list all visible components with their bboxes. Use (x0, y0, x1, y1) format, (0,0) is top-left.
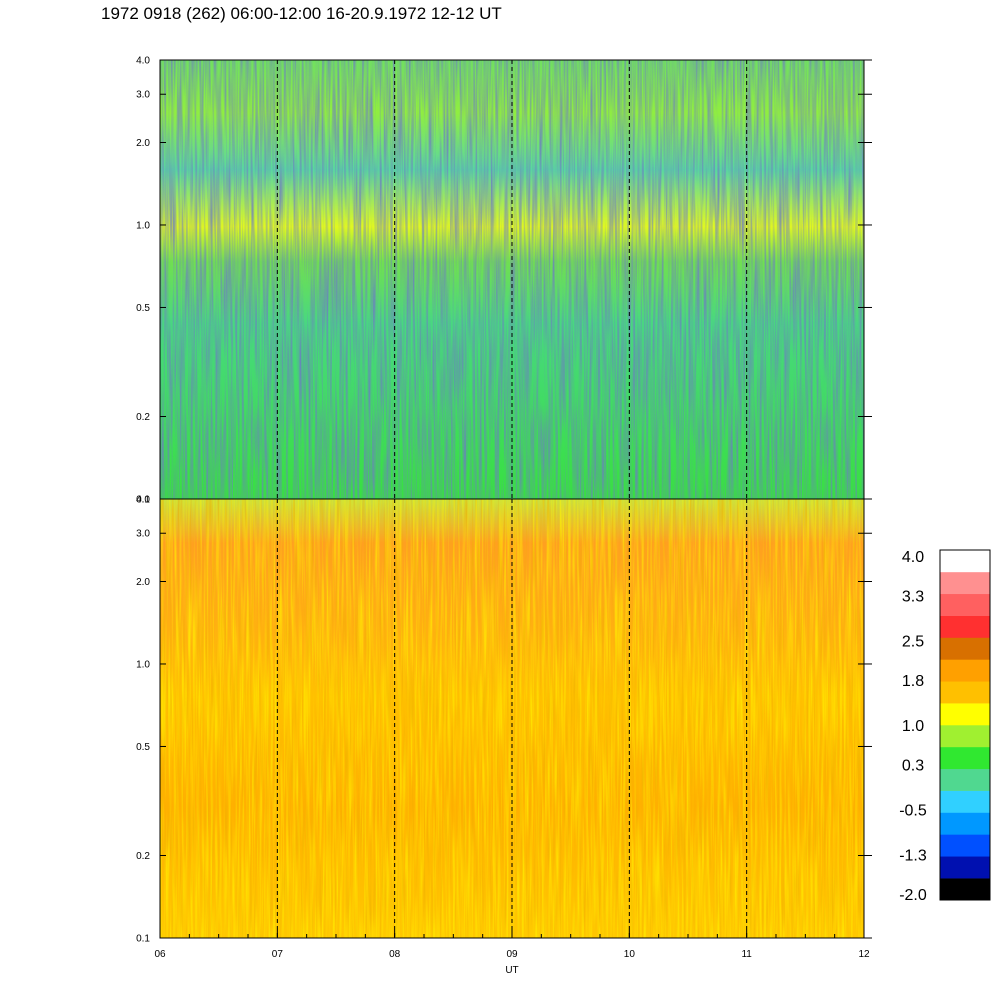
y-tick-label: 1.0 (136, 220, 150, 231)
colorbar-label: 4.0 (902, 549, 924, 566)
colorbar-swatch (940, 637, 990, 660)
colorbar-frame (939, 549, 991, 901)
x-tick-label: 09 (506, 949, 518, 960)
y-tick-label: 0.1 (136, 934, 150, 945)
hour-grid-lines (276, 60, 748, 938)
colorbar-label: 1.0 (902, 718, 924, 735)
y-tick-label: 4.0 (136, 495, 150, 506)
colorbar-swatch (940, 593, 990, 616)
colorbar-swatch (940, 571, 990, 595)
y-tick-label: 2.0 (136, 577, 150, 588)
colorbar-swatch (940, 703, 990, 726)
colorbar-label: 2.5 (902, 634, 924, 651)
colorbar-swatch (940, 659, 990, 682)
x-tick-label: 07 (272, 949, 284, 960)
colorbar-swatch (940, 812, 990, 835)
x-tick-label: 08 (389, 949, 401, 960)
colorbar-label: -2.0 (899, 887, 927, 904)
x-axis: 06 07 08 09 10 11 12 (154, 930, 870, 960)
colorbar-swatch (940, 746, 990, 770)
colorbar: 4.0 3.3 2.5 1.8 1.0 0.3 -0.5 -1.3 -2.0 (899, 549, 991, 904)
colorbar-swatch (940, 615, 990, 638)
colorbar-swatch (940, 790, 990, 813)
x-tick-label: 10 (624, 949, 636, 960)
y-tick-label: 0.5 (136, 303, 150, 314)
colorbar-label: -1.3 (899, 848, 927, 865)
y-tick-label: 0.2 (136, 412, 150, 423)
colorbar-swatch (940, 856, 990, 879)
colorbar-swatch (940, 834, 990, 857)
chart-title: 1972 0918 (262) 06:00-12:00 16-20.9.1972… (101, 4, 502, 23)
colorbar-swatch (940, 878, 990, 901)
x-tick-label: 06 (154, 949, 166, 960)
colorbar-swatch (940, 550, 990, 573)
colorbar-swatch (940, 725, 990, 748)
colorbar-label: 3.3 (902, 588, 924, 605)
y-tick-label: 4.0 (136, 56, 150, 67)
x-axis-label: UT (505, 965, 518, 976)
y-tick-label: 3.0 (136, 529, 150, 540)
x-tick-label: 12 (858, 949, 870, 960)
colorbar-label: -0.5 (899, 803, 927, 820)
colorbar-label: 1.8 (902, 673, 924, 690)
x-tick-label: 11 (741, 949, 752, 960)
colorbar-swatch (940, 768, 990, 791)
y-tick-label: 3.0 (136, 90, 150, 101)
colorbar-label: 0.3 (902, 757, 924, 774)
colorbar-swatch (940, 681, 990, 704)
y-tick-label: 2.0 (136, 138, 150, 149)
y-tick-label: 0.1 (136, 495, 150, 506)
y-tick-label: 1.0 (136, 659, 150, 670)
y-tick-label: 0.5 (136, 742, 150, 753)
y-tick-label: 0.2 (136, 851, 150, 862)
y-axes: 4.03.02.01.00.50.20.14.03.02.01.00.50.20… (136, 56, 872, 945)
